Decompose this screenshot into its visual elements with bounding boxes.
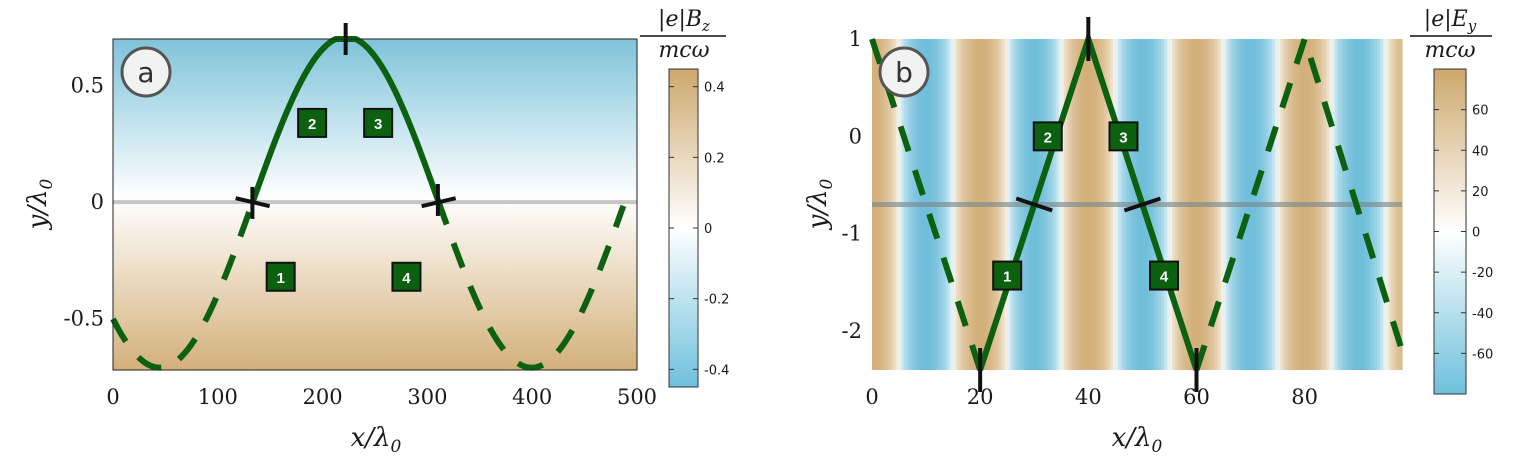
y-tick-label: 0 xyxy=(849,124,862,148)
colorbar-tick-label: -60 xyxy=(1472,347,1493,362)
panel-letter: a xyxy=(137,56,154,89)
x-tick-label: 20 xyxy=(967,385,994,409)
panel-letter: b xyxy=(895,56,913,89)
colorbar-tick-label: 0 xyxy=(704,222,712,237)
panel-a-plot-area: 1 2 3 4 xyxy=(110,23,637,371)
segment-marker-label: 3 xyxy=(1119,129,1127,146)
y-axis-label-subscript: 0 xyxy=(817,178,837,189)
trajectory-dashed-right xyxy=(1193,29,1405,371)
colorbar-tick-label: 0 xyxy=(1472,226,1480,241)
x-tick-label: 60 xyxy=(1183,385,1210,409)
segment-marker-3 xyxy=(1108,121,1139,152)
segment-marker-1 xyxy=(992,260,1023,291)
trajectory-dashed-left xyxy=(869,38,984,371)
colorbar-tick-label: -20 xyxy=(1472,266,1493,281)
trajectory-dashed-right xyxy=(435,198,627,371)
colorbar-title-numerator: |e|Ey xyxy=(1424,7,1477,35)
panel-b: 12 34 0 20 40 60 8010-1-2x/λ0y/λ0b6040200-20-… xyxy=(803,7,1493,457)
colorbar-title-denominator: mcω xyxy=(1424,38,1475,63)
trajectory-tick xyxy=(421,196,457,209)
segment-marker-4 xyxy=(391,261,422,292)
x-tick-label: 500 xyxy=(617,385,657,409)
colorbar-tick-label: -0.2 xyxy=(704,293,729,308)
x-axis-label-subscript: 0 xyxy=(1152,437,1163,457)
y-tick-label: -2 xyxy=(842,319,862,343)
panel-b-plot-area: 1 2 3 4 xyxy=(869,17,1405,392)
x-tick-label: 0 xyxy=(865,385,878,409)
x-tick-label: 200 xyxy=(303,385,343,409)
x-tick-label: 40 xyxy=(1075,385,1102,409)
colorbar-title-numerator: |e|Bz xyxy=(658,7,710,35)
x-axis-label-subscript: 0 xyxy=(391,437,402,457)
segment-marker-4 xyxy=(1149,260,1180,291)
colorbar-tick-label: 0.4 xyxy=(704,81,725,96)
y-tick-label: 0.5 xyxy=(71,74,104,98)
segment-marker-label: 1 xyxy=(277,270,285,287)
x-tick-label: 400 xyxy=(512,385,552,409)
y-axis-label: y/λ0 xyxy=(23,178,57,230)
x-tick-label: 0 xyxy=(106,385,119,409)
segment-marker-1 xyxy=(265,261,296,292)
panel-b-axes: 0 20 40 60 8010-1-2x/λ0y/λ0b6040200-20-40-60… xyxy=(803,7,1493,457)
colorbar-title-subscript: z xyxy=(701,17,710,35)
segment-marker-2 xyxy=(297,107,328,138)
panel-letter-badge xyxy=(120,46,172,98)
y-tick-label: 1 xyxy=(849,27,862,51)
trajectory-tick xyxy=(1123,196,1162,213)
trajectory-tick xyxy=(235,196,271,209)
segment-marker-3 xyxy=(363,107,394,138)
segment-marker-label: 2 xyxy=(308,116,316,133)
y-tick-label: -0.5 xyxy=(64,307,105,331)
x-tick-label: 80 xyxy=(1291,385,1318,409)
colorbar xyxy=(1433,68,1467,395)
segment-marker-label: 4 xyxy=(1160,269,1169,286)
x-tick-label: 100 xyxy=(198,385,238,409)
panel-a-field-background xyxy=(113,39,637,370)
panel-letter-badge xyxy=(878,46,930,98)
y-axis-label: y/λ0 xyxy=(803,178,837,230)
segment-marker-2 xyxy=(1032,121,1063,152)
x-tick-label: 300 xyxy=(407,385,447,409)
trajectory-dashed-left xyxy=(110,201,256,371)
y-axis-label-subscript: 0 xyxy=(37,178,57,189)
colorbar-tick-label: 60 xyxy=(1472,104,1489,119)
x-axis-label: x/λ0 xyxy=(351,423,402,457)
plot-frame xyxy=(112,38,638,371)
colorbar-title-subscript: y xyxy=(1467,17,1477,35)
y-tick-label: -1 xyxy=(842,222,862,246)
trajectory-tick xyxy=(1015,196,1053,213)
colorbar-tick-label: -0.4 xyxy=(704,363,729,378)
colorbar-tick-label: -40 xyxy=(1472,307,1493,322)
colorbar-title-denominator: mcω xyxy=(658,38,709,63)
y-tick-label: 0 xyxy=(91,190,104,214)
x-axis-label: x/λ0 xyxy=(1112,423,1163,457)
segment-marker-label: 2 xyxy=(1044,129,1052,146)
colorbar-tick-label: 0.2 xyxy=(704,151,725,166)
colorbar-tick-label: 20 xyxy=(1472,185,1489,200)
colorbar-tick-label: 40 xyxy=(1472,144,1489,159)
segment-marker-label: 3 xyxy=(374,116,382,133)
segment-marker-label: 4 xyxy=(402,270,411,287)
segment-marker-label: 1 xyxy=(1003,269,1011,286)
